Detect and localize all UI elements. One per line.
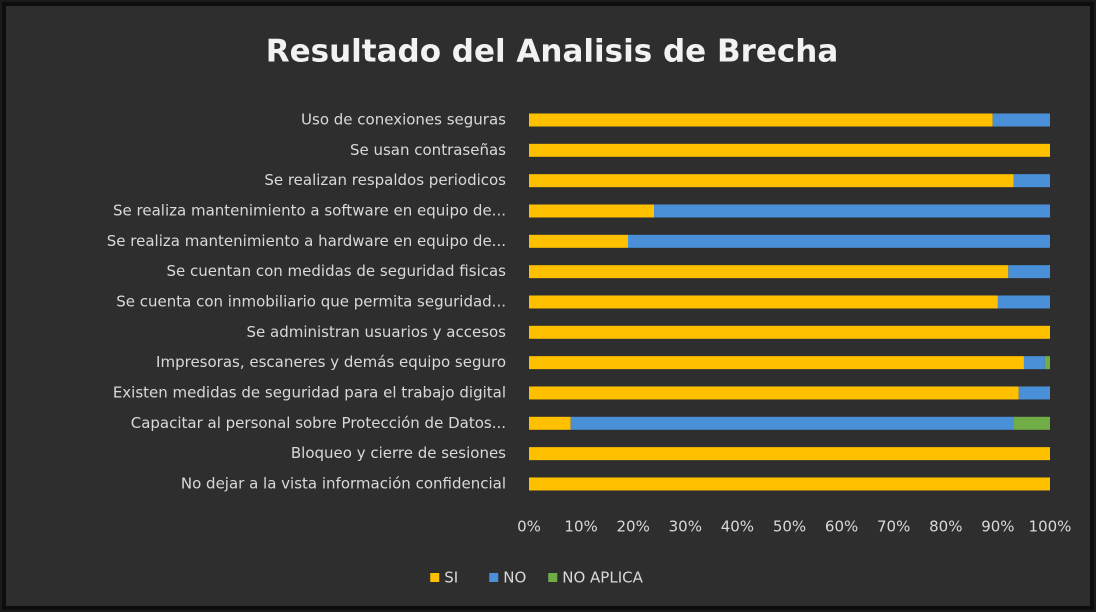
x-tick-label: 0%: [517, 518, 541, 536]
y-tick-label: Se realiza mantenimiento a software en e…: [113, 201, 506, 219]
y-tick-label: Se cuenta con inmobiliario que permita s…: [116, 292, 506, 310]
x-tick-label: 90%: [981, 518, 1014, 536]
bar-segment: [627, 234, 1050, 248]
bar-segment: [1013, 174, 1050, 188]
y-tick-label: Bloqueo y cierre de sesiones: [291, 444, 506, 462]
x-tick-label: 60%: [825, 518, 858, 536]
x-tick-label: 50%: [773, 518, 806, 536]
legend-label: SI: [444, 569, 458, 587]
bar-segment: [529, 325, 1050, 339]
x-tick-label: 80%: [929, 518, 962, 536]
y-tick-label: Impresoras, escaneres y demás equipo seg…: [156, 353, 506, 371]
y-tick-label: Se realizan respaldos periodicos: [264, 171, 506, 189]
y-tick-label: Uso de conexiones seguras: [301, 111, 506, 129]
x-tick-label: 30%: [669, 518, 702, 536]
x-tick-label: 100%: [1029, 518, 1072, 536]
y-tick-label: Se administran usuarios y accesos: [247, 323, 507, 341]
legend-swatch: [430, 573, 440, 582]
y-tick-label: Se usan contraseñas: [350, 141, 506, 159]
bar-segment: [529, 386, 1019, 400]
y-tick-label: Capacitar al personal sobre Protección d…: [131, 414, 506, 432]
y-tick-label: Existen medidas de seguridad para el tra…: [113, 383, 506, 401]
bar-segment: [997, 295, 1050, 309]
bar-segment: [992, 113, 1050, 127]
bar-segment: [529, 447, 1050, 461]
bar-segment: [1013, 416, 1050, 430]
legend-swatch: [548, 573, 558, 582]
bar-segment: [529, 113, 993, 127]
legend-label: NO APLICA: [562, 569, 643, 587]
bar-segment: [570, 416, 1014, 430]
bar-segment: [529, 143, 1050, 157]
x-tick-label: 40%: [721, 518, 754, 536]
bar-segment: [529, 356, 1024, 370]
bar-segment: [529, 204, 655, 218]
x-tick-label: 20%: [617, 518, 650, 536]
chart-title: Resultado del Analisis de Brecha: [266, 34, 839, 70]
bar-segment: [1018, 386, 1050, 400]
bar-segment: [529, 174, 1014, 188]
bar-segment: [529, 234, 628, 248]
y-tick-label: Se realiza mantenimiento a hardware en e…: [107, 232, 506, 250]
bar-segment: [1023, 356, 1045, 370]
x-tick-label: 10%: [564, 518, 597, 536]
bar-segment: [1044, 356, 1050, 370]
bar-segment: [529, 477, 1050, 491]
legend-label: NO: [503, 569, 526, 587]
bar-segment: [1008, 265, 1050, 279]
x-tick-label: 70%: [877, 518, 910, 536]
bar-segment: [654, 204, 1050, 218]
bar-segment: [529, 416, 571, 430]
y-tick-label: No dejar a la vista información confiden…: [181, 474, 506, 492]
legend-swatch: [489, 573, 499, 582]
y-tick-label: Se cuentan con medidas de seguridad fisi…: [167, 262, 507, 280]
bar-segment: [529, 265, 1009, 279]
bar-segment: [529, 295, 998, 309]
